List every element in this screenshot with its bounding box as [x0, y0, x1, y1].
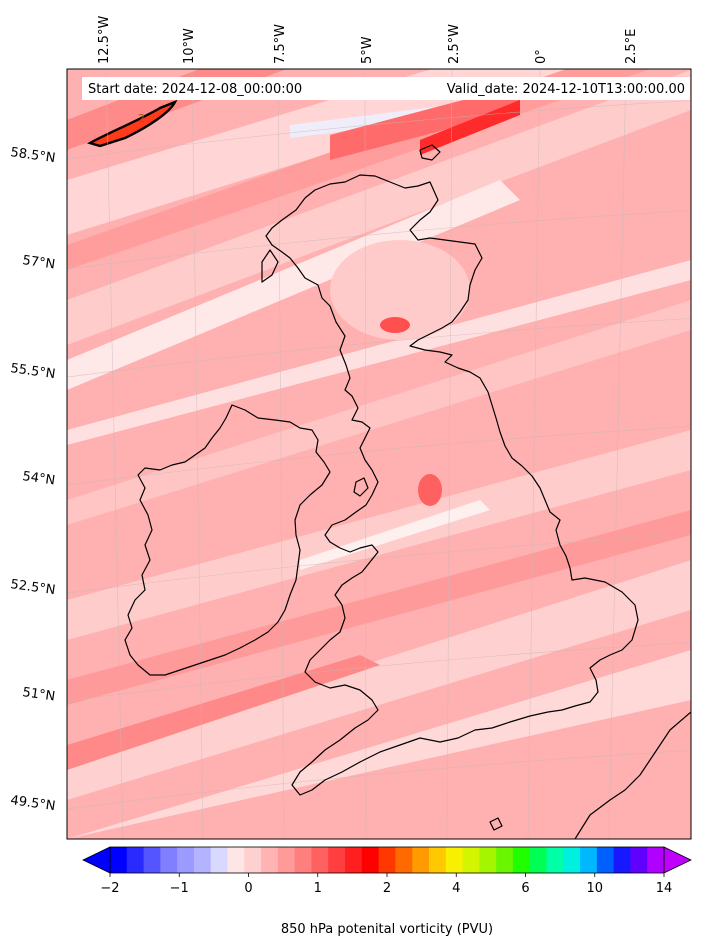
lat-label-57n: 57°N: [21, 253, 56, 272]
colorbar-cell: [160, 847, 178, 873]
colorbar-cell: [328, 847, 346, 873]
colorbar-cell: [512, 847, 531, 873]
lat-labels: 58.5°N 57°N 55.5°N 54°N 52.5°N 51°N 49.5…: [9, 145, 56, 814]
pv-2-contour: [86, 99, 178, 148]
lon-label-12-5w: 12.5°W: [97, 16, 112, 64]
lat-label-51n: 51°N: [21, 685, 56, 704]
colorbar-under-arrow: [82, 846, 111, 874]
colorbar-cell: [294, 847, 312, 873]
colorbar-tick-label: 2: [383, 881, 391, 896]
colorbar-ticks: −2 −1 0 1 2 4 6 10 14: [100, 873, 672, 896]
pv-band-light-6: [67, 560, 691, 800]
lon-label-2-5w: 2.5°W: [447, 24, 462, 64]
pv-band-light-2: [67, 70, 691, 345]
colorbar-cell: [613, 847, 631, 873]
lon-label-2-5e: 2.5°E: [624, 29, 639, 64]
lat-label-49-5n: 49.5°N: [9, 793, 56, 814]
pv-band-strong-north: [330, 85, 520, 160]
date-info-box: [82, 77, 690, 100]
colorbar-cell: [546, 847, 564, 873]
colorbar-cell: [445, 847, 464, 873]
colorbar-cell: [428, 847, 447, 873]
pv-band-strong-4: [67, 655, 380, 770]
lat-label-54n: 54°N: [21, 469, 56, 488]
graticule: [67, 69, 691, 839]
colorbar-tick-label: 1: [314, 881, 322, 896]
pv-band-light-8: [67, 650, 691, 839]
colorbar-cell: [143, 847, 161, 873]
colorbar-cell: [126, 847, 145, 873]
colorbar-cell: [261, 847, 279, 873]
lat-label-52-5n: 52.5°N: [9, 577, 56, 598]
colorbar-over-arrow: [663, 846, 692, 874]
start-date-label: Start date: 2024-12-08_00:00:00: [88, 82, 302, 97]
pv-band-light-7: [67, 260, 691, 445]
channel-islands: [489, 817, 503, 831]
colorbar-cell: [277, 847, 296, 873]
pv-band-white-2: [290, 105, 450, 138]
colorbar-cell: [110, 847, 128, 873]
lat-label-55-5n: 55.5°N: [9, 361, 56, 382]
colorbar-cell: [596, 847, 615, 873]
colorbar-cell: [563, 847, 581, 873]
colorbar-tick-label: 14: [656, 881, 673, 896]
colorbar-cell: [227, 847, 245, 873]
pv-highlands-red: [380, 317, 410, 333]
colorbar-cell: [345, 847, 363, 873]
colorbar-cell: [177, 847, 195, 873]
valid-date-label: Valid_date: 2024-12-10T13:00:00.00: [447, 82, 685, 97]
lon-labels: 12.5°W 10°W 7.5°W 5°W 2.5°W 0° 2.5°E: [97, 16, 639, 64]
colorbar-cells: [110, 847, 665, 873]
lon-label-7-5w: 7.5°W: [273, 24, 288, 64]
colorbar-cell: [361, 847, 380, 873]
hebrides: [261, 249, 279, 283]
coastlines: [124, 144, 691, 839]
pv-band-light-3: [67, 180, 520, 390]
ireland-coast: [124, 404, 331, 676]
orkney: [419, 144, 441, 161]
colorbar-cell: [630, 847, 648, 873]
colorbar-cell: [462, 847, 480, 873]
isle-of-man: [353, 477, 369, 497]
map-panel: [67, 69, 691, 839]
colorbar-cell: [647, 847, 665, 873]
contour-label: 2: [138, 112, 145, 125]
france-coast: [574, 711, 691, 839]
colorbar-tick-label: −1: [170, 881, 189, 896]
colorbar-cell: [193, 847, 212, 873]
colorbar-cell: [210, 847, 229, 873]
lon-label-0: 0°: [534, 49, 549, 64]
colorbar-cell: [496, 847, 514, 873]
colorbar-label: 850 hPa potenital vorticity (PVU): [281, 922, 493, 937]
colorbar-cell: [412, 847, 430, 873]
map-frame: [66, 68, 692, 840]
colorbar-cell: [580, 847, 598, 873]
colorbar-cell: [311, 847, 329, 873]
colorbar-tick-label: 6: [521, 881, 529, 896]
lon-label-5w: 5°W: [360, 36, 375, 64]
colorbar-tick-label: −2: [100, 881, 119, 896]
great-britain-coast: [265, 174, 639, 796]
pv-band-white: [300, 500, 490, 570]
colorbar-cell: [529, 847, 547, 873]
pv-contour-region: [90, 102, 175, 146]
colorbar-tick-label: 4: [452, 881, 460, 896]
colorbar-cell: [395, 847, 413, 873]
colorbar-cell: [479, 847, 497, 873]
colorbar: −2 −1 0 1 2 4 6 10 14: [82, 846, 692, 896]
colorbar-cell: [378, 847, 396, 873]
pv-pennines-red: [418, 474, 442, 506]
lat-label-58-5n: 58.5°N: [9, 145, 56, 166]
pv-band-light-4: [67, 300, 691, 525]
lon-label-10w: 10°W: [182, 28, 197, 64]
colorbar-tick-label: 0: [244, 881, 252, 896]
colorbar-cell: [244, 847, 262, 873]
colorbar-tick-label: 10: [586, 881, 603, 896]
